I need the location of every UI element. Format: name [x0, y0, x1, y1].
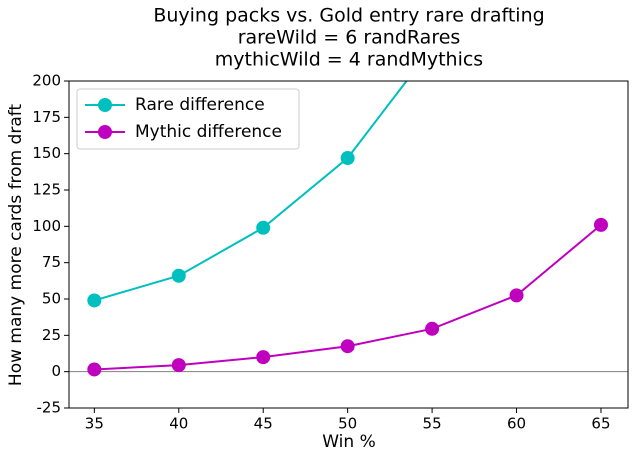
- data-point: [340, 151, 355, 166]
- y-tick-label: 100: [32, 217, 61, 235]
- y-tick-label: 50: [42, 290, 61, 308]
- chart-title: rareWild = 6 randRares: [238, 27, 461, 49]
- x-axis-label: Win %: [322, 432, 376, 452]
- y-tick-label: -25: [37, 399, 62, 417]
- x-tick-label: 60: [507, 415, 526, 433]
- y-tick-label: 200: [32, 72, 61, 90]
- chart-title: Buying packs vs. Gold entry rare draftin…: [153, 5, 544, 27]
- data-point: [509, 288, 524, 303]
- data-point: [256, 220, 271, 235]
- y-tick-label: 175: [32, 108, 61, 126]
- series-line: [94, 81, 408, 302]
- x-tick-label: 55: [423, 415, 442, 433]
- data-point: [171, 358, 186, 373]
- y-tick-label: 0: [51, 362, 61, 380]
- x-tick-label: 50: [338, 415, 357, 433]
- x-tick-label: 45: [254, 415, 273, 433]
- legend-box: [76, 88, 300, 150]
- legend-label: Mythic difference: [135, 122, 282, 142]
- data-point: [87, 362, 102, 377]
- data-point: [256, 350, 271, 365]
- legend-marker: [98, 125, 112, 139]
- y-tick-label: 150: [32, 144, 61, 162]
- x-tick-label: 65: [591, 415, 610, 433]
- data-point: [425, 321, 440, 336]
- x-tick-label: 35: [85, 415, 104, 433]
- data-point: [87, 293, 102, 308]
- axes-frame: [68, 80, 629, 409]
- chart-title: mythicWild = 4 randMythics: [215, 49, 483, 71]
- y-tick-label: 75: [42, 253, 61, 271]
- y-axis-label: How many more cards from draft: [6, 104, 26, 387]
- y-tick-label: 25: [42, 326, 61, 344]
- legend-marker: [98, 98, 112, 112]
- data-point: [340, 339, 355, 354]
- legend-label: Rare difference: [135, 95, 265, 115]
- x-tick-label: 40: [169, 415, 188, 433]
- plot-area: [69, 81, 628, 377]
- data-point: [171, 268, 186, 283]
- data-point: [593, 217, 608, 232]
- y-tick-label: 125: [32, 181, 61, 199]
